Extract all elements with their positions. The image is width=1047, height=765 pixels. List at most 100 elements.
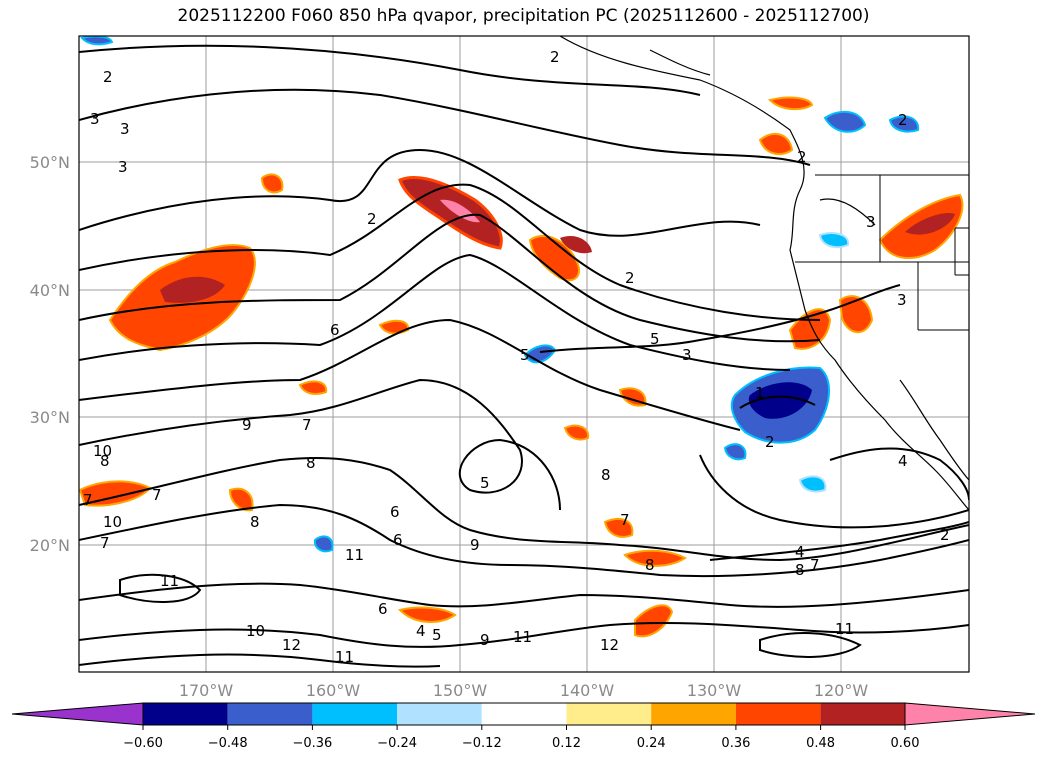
contour-label: 5 [650,330,660,348]
precip-blob [768,96,814,111]
contour-label: 1 [755,384,765,402]
contour-line [79,148,761,237]
contour-label: 7 [620,511,630,529]
contour-line [79,621,969,648]
colorbar-frame [142,702,906,726]
political-borders [795,174,969,331]
contour-label: 3 [866,213,876,231]
contour-label: 10 [93,442,112,460]
contour-label: 8 [250,513,260,531]
contour-label: 6 [330,321,340,339]
colorbar-segment [227,703,313,725]
contour-line [739,395,816,409]
colorbar-tick-label: 0.36 [721,736,750,751]
colorbar-tick-label: −0.48 [208,736,248,751]
colorbar-extend-low [11,702,144,726]
contour-label: 3 [120,120,130,138]
coastline [559,36,969,511]
contour-label: 9 [470,536,480,554]
precip-negative-anomalies [80,36,920,553]
precip-blob [888,115,920,133]
contour-label: 8 [306,454,316,472]
contour-label: 2 [940,526,950,544]
precip-blob [160,276,225,303]
contour-label: 8 [100,452,110,470]
contour-line [79,582,969,608]
contour-line [829,447,969,501]
contour-label: 4 [795,543,805,561]
contour-label: 3 [118,158,128,176]
contour-label: 2 [898,111,908,129]
precip-blob [905,212,955,235]
contour-label: 10 [103,513,122,531]
colorbar-segment [566,703,652,725]
contour-line [79,457,969,562]
colorbar-ticks [142,725,906,730]
contour-label: 7 [302,416,312,434]
contour-label: 11 [835,620,854,638]
contour-label: 8 [795,561,805,579]
contour-label: 5 [520,346,530,364]
contour-label: 3 [897,291,907,309]
contour-label: 2 [797,148,807,166]
precip-blob [440,199,480,223]
lon-label: 150°W [433,681,488,700]
contour-label: 11 [335,648,354,666]
colorbar-segment [820,703,906,725]
colorbar-tick-label: 0.60 [891,736,920,751]
contour-label: 5 [480,474,490,492]
colorbar-segment [397,703,482,725]
contour-label: 7 [100,534,110,552]
map-title: 2025112200 F060 850 hPa qvapor, precipit… [177,6,870,26]
colorbar-tick-labels: −0.60 −0.48 −0.36 −0.24 −0.12 0.12 0.24 … [123,736,919,751]
colorbar-segment [651,703,736,725]
contour-label: 7 [83,491,93,509]
precip-blob [623,549,687,567]
contour-label: 4 [416,622,426,640]
contour-line [79,44,701,96]
contour-label: 2 [765,433,775,451]
colorbar-tick-label: −0.60 [123,736,163,751]
contour-label: 11 [513,628,532,646]
lon-label: 130°W [687,681,742,700]
precip-blob [823,110,867,133]
precip-blob [560,235,592,254]
lat-label: 20°N [30,536,70,555]
contour-line [119,573,202,603]
contour-line [759,632,862,658]
map-frame [78,35,970,673]
contour-line [79,378,561,511]
latitude-labels: 50°N 40°N 30°N 20°N [30,153,70,555]
precip-blob [798,475,827,493]
colorbar-tick-label: 0.12 [552,736,581,751]
lat-label: 30°N [30,408,70,427]
contour-label: 2 [367,210,377,228]
precip-positive-anomalies [79,96,964,638]
colorbar-tick-label: 0.24 [637,736,666,751]
precip-blob [313,535,334,553]
colorbar: −0.60 −0.48 −0.36 −0.24 −0.12 0.12 0.24 … [11,702,1036,751]
colorbar-segment [143,703,228,725]
colorbar-tick-label: −0.24 [377,736,417,751]
contour-label: 6 [378,600,388,618]
map-area: 2 2 3 3 3 2 2 2 2 3 3 6 5 3 1 2 4 9 7 8 … [79,36,969,672]
lon-label: 160°W [306,681,361,700]
precip-blob [228,487,254,512]
contour-line [79,503,969,578]
precip-blob [260,173,284,194]
contour-line [709,521,969,561]
precip-blob [838,295,874,334]
contour-label: 4 [898,452,908,470]
contour-line [79,88,811,166]
contour-label: 9 [242,416,252,434]
contour-label: 11 [345,546,364,564]
contour-label: 6 [390,503,400,521]
precip-blob [398,606,457,623]
precip-blob [758,132,794,156]
colorbar-tick-label: −0.36 [292,736,332,751]
coastline [819,198,876,226]
precip-blob [723,443,747,461]
precip-blob [603,517,634,538]
lon-label: 170°W [179,681,234,700]
colorbar-tick-label: 0.48 [806,736,835,751]
